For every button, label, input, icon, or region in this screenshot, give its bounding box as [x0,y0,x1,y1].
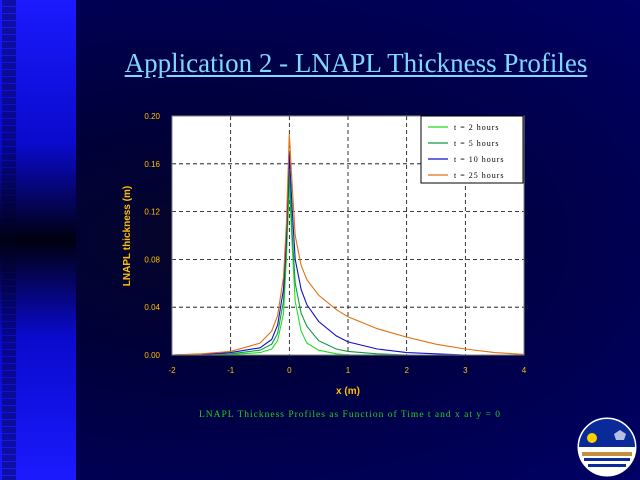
left-bar-squares [2,0,16,480]
series-group [171,133,525,356]
y-tick-label: 0.16 [144,160,160,169]
series-line-3 [171,154,524,356]
left-decorative-bar [0,0,76,480]
legend-label-2: t = 5 hours [454,139,500,148]
university-seal-icon [576,416,638,478]
x-tick-label: 4 [522,366,527,375]
legend-label-1: t = 2 hours [454,123,500,132]
x-axis-label: x (m) [336,386,360,397]
y-tick-label: 0.04 [144,303,160,312]
x-ticks: -2 -1 0 1 2 3 4 [168,366,526,375]
slide-title: Application 2 - LNAPL Thickness Profiles [124,48,588,78]
chart-caption: LNAPL Thickness Profiles as Function of … [198,410,501,420]
x-tick-label: 0 [287,366,292,375]
series-line-2 [171,169,524,356]
series-line-4 [171,133,525,356]
legend: t = 2 hours t = 5 hours t = 10 hours t = 25… [420,115,524,184]
grid [172,116,524,355]
x-tick-label: -1 [227,366,235,375]
y-axis-label: LNAPL thickness (m) [122,186,133,286]
legend-box [420,115,524,184]
legend-label-3: t = 10 hours [454,155,505,164]
y-ticks: 0.00 0.04 0.08 0.12 0.16 0.20 [144,112,160,360]
x-tick-label: 2 [404,366,409,375]
x-tick-label: 3 [463,366,468,375]
x-tick-label: 1 [346,366,351,375]
y-tick-label: 0.20 [144,112,160,121]
y-tick-label: 0.08 [144,255,160,264]
legend-label-4: t = 25 hours [454,171,505,180]
y-tick-label: 0.12 [144,208,160,217]
plot-border [171,115,525,356]
series-line-1 [171,184,524,356]
x-tick-label: -2 [168,366,176,375]
y-tick-label: 0.00 [144,351,160,360]
